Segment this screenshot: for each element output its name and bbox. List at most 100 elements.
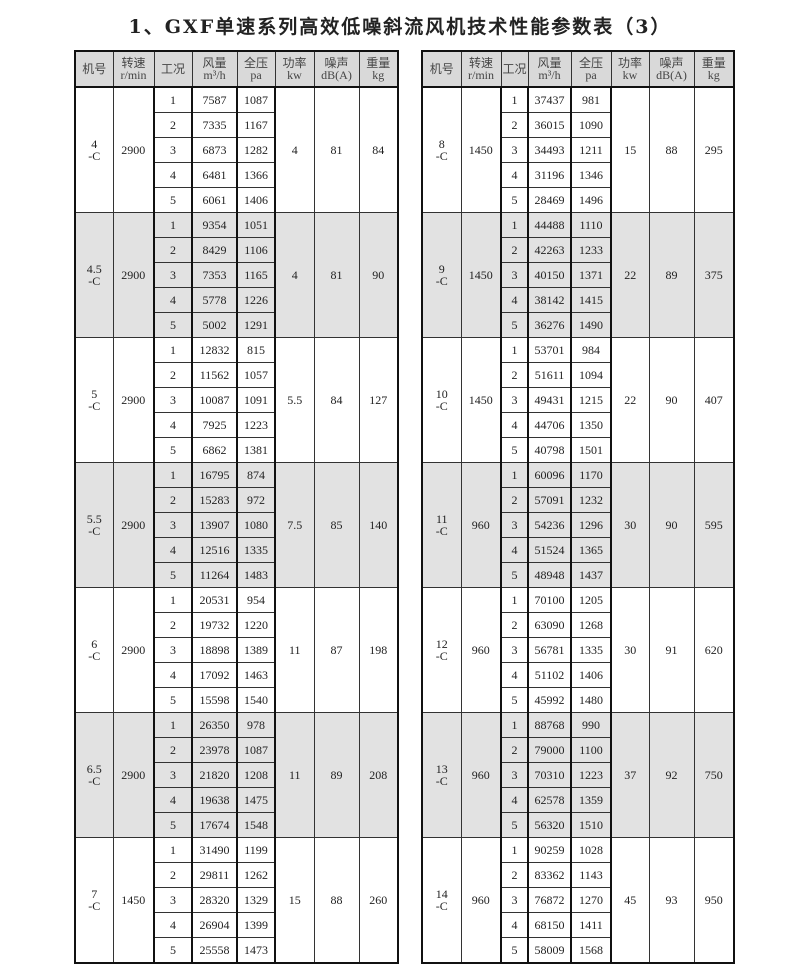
pressure-cell: 990 xyxy=(570,712,612,738)
pressure-cell: 1170 xyxy=(570,462,612,488)
header-unit: pa xyxy=(250,68,262,82)
page-title: 1、GXF单速系列高效低噪斜流风机技术性能参数表（3） xyxy=(128,16,672,38)
condition-cell: 5 xyxy=(500,812,529,838)
airflow-cell: 38142 xyxy=(527,287,572,313)
table-row: 2 83362 1143 xyxy=(422,862,734,888)
airflow-cell: 62578 xyxy=(527,787,572,813)
pressure-cell: 1051 xyxy=(236,212,276,238)
condition-cell: 4 xyxy=(500,912,529,938)
airflow-cell: 56781 xyxy=(527,637,572,663)
model-number: 13 xyxy=(435,762,448,776)
pressure-cell: 1335 xyxy=(570,637,612,663)
weight-cell: 90 xyxy=(358,212,399,338)
table-row: 4 62578 1359 xyxy=(422,787,734,813)
airflow-cell: 16795 xyxy=(191,462,238,488)
table-row: 2 51611 1094 xyxy=(422,362,734,388)
noise-cell: 88 xyxy=(313,837,360,964)
power-cell: 30 xyxy=(610,462,650,588)
pressure-cell: 1296 xyxy=(570,512,612,538)
table-row: 4 19638 1475 xyxy=(75,787,398,813)
condition-cell: 1 xyxy=(500,212,529,238)
noise-cell: 93 xyxy=(648,837,695,964)
table-row: 5 15598 1540 xyxy=(75,687,398,713)
pressure-cell: 1463 xyxy=(236,662,276,688)
table-row: 8 -C 1450 1 37437 981 15 88 295 xyxy=(421,86,735,213)
condition-cell: 1 xyxy=(153,462,193,488)
table-row: 3 70310 1223 xyxy=(422,762,734,788)
model-number: 7 xyxy=(91,887,98,901)
pressure-cell: 1211 xyxy=(570,137,612,163)
table-row: 3 40150 1371 xyxy=(422,262,734,288)
airflow-cell: 12832 xyxy=(191,337,238,363)
model-suffix: -C xyxy=(88,274,101,288)
airflow-cell: 7925 xyxy=(191,412,238,438)
condition-cell: 2 xyxy=(153,362,193,388)
condition-cell: 5 xyxy=(500,437,529,463)
table-row: 2 42263 1233 xyxy=(422,237,734,263)
speed-cell: 960 xyxy=(460,587,502,713)
weight-cell: 260 xyxy=(358,837,399,964)
pressure-cell: 1366 xyxy=(236,162,276,188)
speed-cell: 960 xyxy=(460,837,502,964)
speed-cell: 2900 xyxy=(112,86,155,213)
weight-cell: 620 xyxy=(693,587,735,713)
condition-cell: 5 xyxy=(153,562,193,588)
airflow-cell: 63090 xyxy=(527,612,572,638)
condition-cell: 3 xyxy=(153,137,193,163)
airflow-cell: 7353 xyxy=(191,262,238,288)
airflow-cell: 51524 xyxy=(527,537,572,563)
model-number: 14 xyxy=(435,887,448,901)
power-cell: 15 xyxy=(610,86,650,213)
model-cell: 6.5 -C xyxy=(74,712,114,838)
pressure-cell: 1548 xyxy=(236,812,276,838)
header-label: 转速 xyxy=(468,56,493,70)
airflow-cell: 29811 xyxy=(191,862,238,888)
pressure-cell: 1415 xyxy=(570,287,612,313)
table-row: 13 -C 960 1 88768 990 37 92 750 xyxy=(421,712,735,838)
condition-cell: 2 xyxy=(153,612,193,638)
model-number: 4 xyxy=(91,137,98,151)
header-condition: 工况 xyxy=(500,50,529,88)
airflow-cell: 60096 xyxy=(527,462,572,488)
airflow-cell: 34493 xyxy=(527,137,572,163)
model-cell: 5 -C xyxy=(74,337,114,463)
table-row: 4 51102 1406 xyxy=(422,662,734,688)
airflow-cell: 56320 xyxy=(527,812,572,838)
header-model: 机号 xyxy=(74,50,114,88)
table-row: 6.5 -C 2900 1 26350 978 11 89 208 xyxy=(74,712,399,838)
header-unit: r/min xyxy=(468,68,494,82)
pressure-cell: 1220 xyxy=(236,612,276,638)
header-label: 机号 xyxy=(429,62,454,76)
header-unit: dB(A) xyxy=(656,68,687,82)
pressure-cell: 1087 xyxy=(236,86,276,113)
airflow-cell: 11562 xyxy=(191,362,238,388)
table-row: 9 -C 1450 1 44488 1110 22 89 375 xyxy=(421,212,735,338)
pressure-cell: 1510 xyxy=(570,812,612,838)
model-cell: 5.5 -C xyxy=(74,462,114,588)
header-unit: m³/h xyxy=(203,68,226,82)
model-number: 6 xyxy=(91,637,98,651)
airflow-cell: 42263 xyxy=(527,237,572,263)
speed-cell: 2900 xyxy=(112,337,155,463)
table-row: 3 28320 1329 xyxy=(75,887,398,913)
pressure-cell: 981 xyxy=(570,86,612,113)
model-suffix: -C xyxy=(88,649,101,663)
airflow-cell: 15283 xyxy=(191,487,238,513)
airflow-cell: 70310 xyxy=(527,762,572,788)
model-cell: 11 -C xyxy=(421,462,462,588)
table-row: 4 44706 1350 xyxy=(422,412,734,438)
header-pressure: 全压 pa xyxy=(236,50,276,88)
pressure-cell: 1359 xyxy=(570,787,612,813)
airflow-cell: 31196 xyxy=(527,162,572,188)
header-label: 重量 xyxy=(701,56,726,70)
header-label: 功率 xyxy=(617,56,642,70)
table-row: 3 18898 1389 xyxy=(75,637,398,663)
condition-cell: 3 xyxy=(153,512,193,538)
airflow-cell: 54236 xyxy=(527,512,572,538)
header-speed: 转速 r/min xyxy=(112,50,155,88)
table-row: 5 6061 1406 xyxy=(75,187,398,213)
condition-cell: 1 xyxy=(153,587,193,613)
model-number: 6.5 xyxy=(86,762,102,776)
table-row: 4 31196 1346 xyxy=(422,162,734,188)
airflow-cell: 36015 xyxy=(527,112,572,138)
